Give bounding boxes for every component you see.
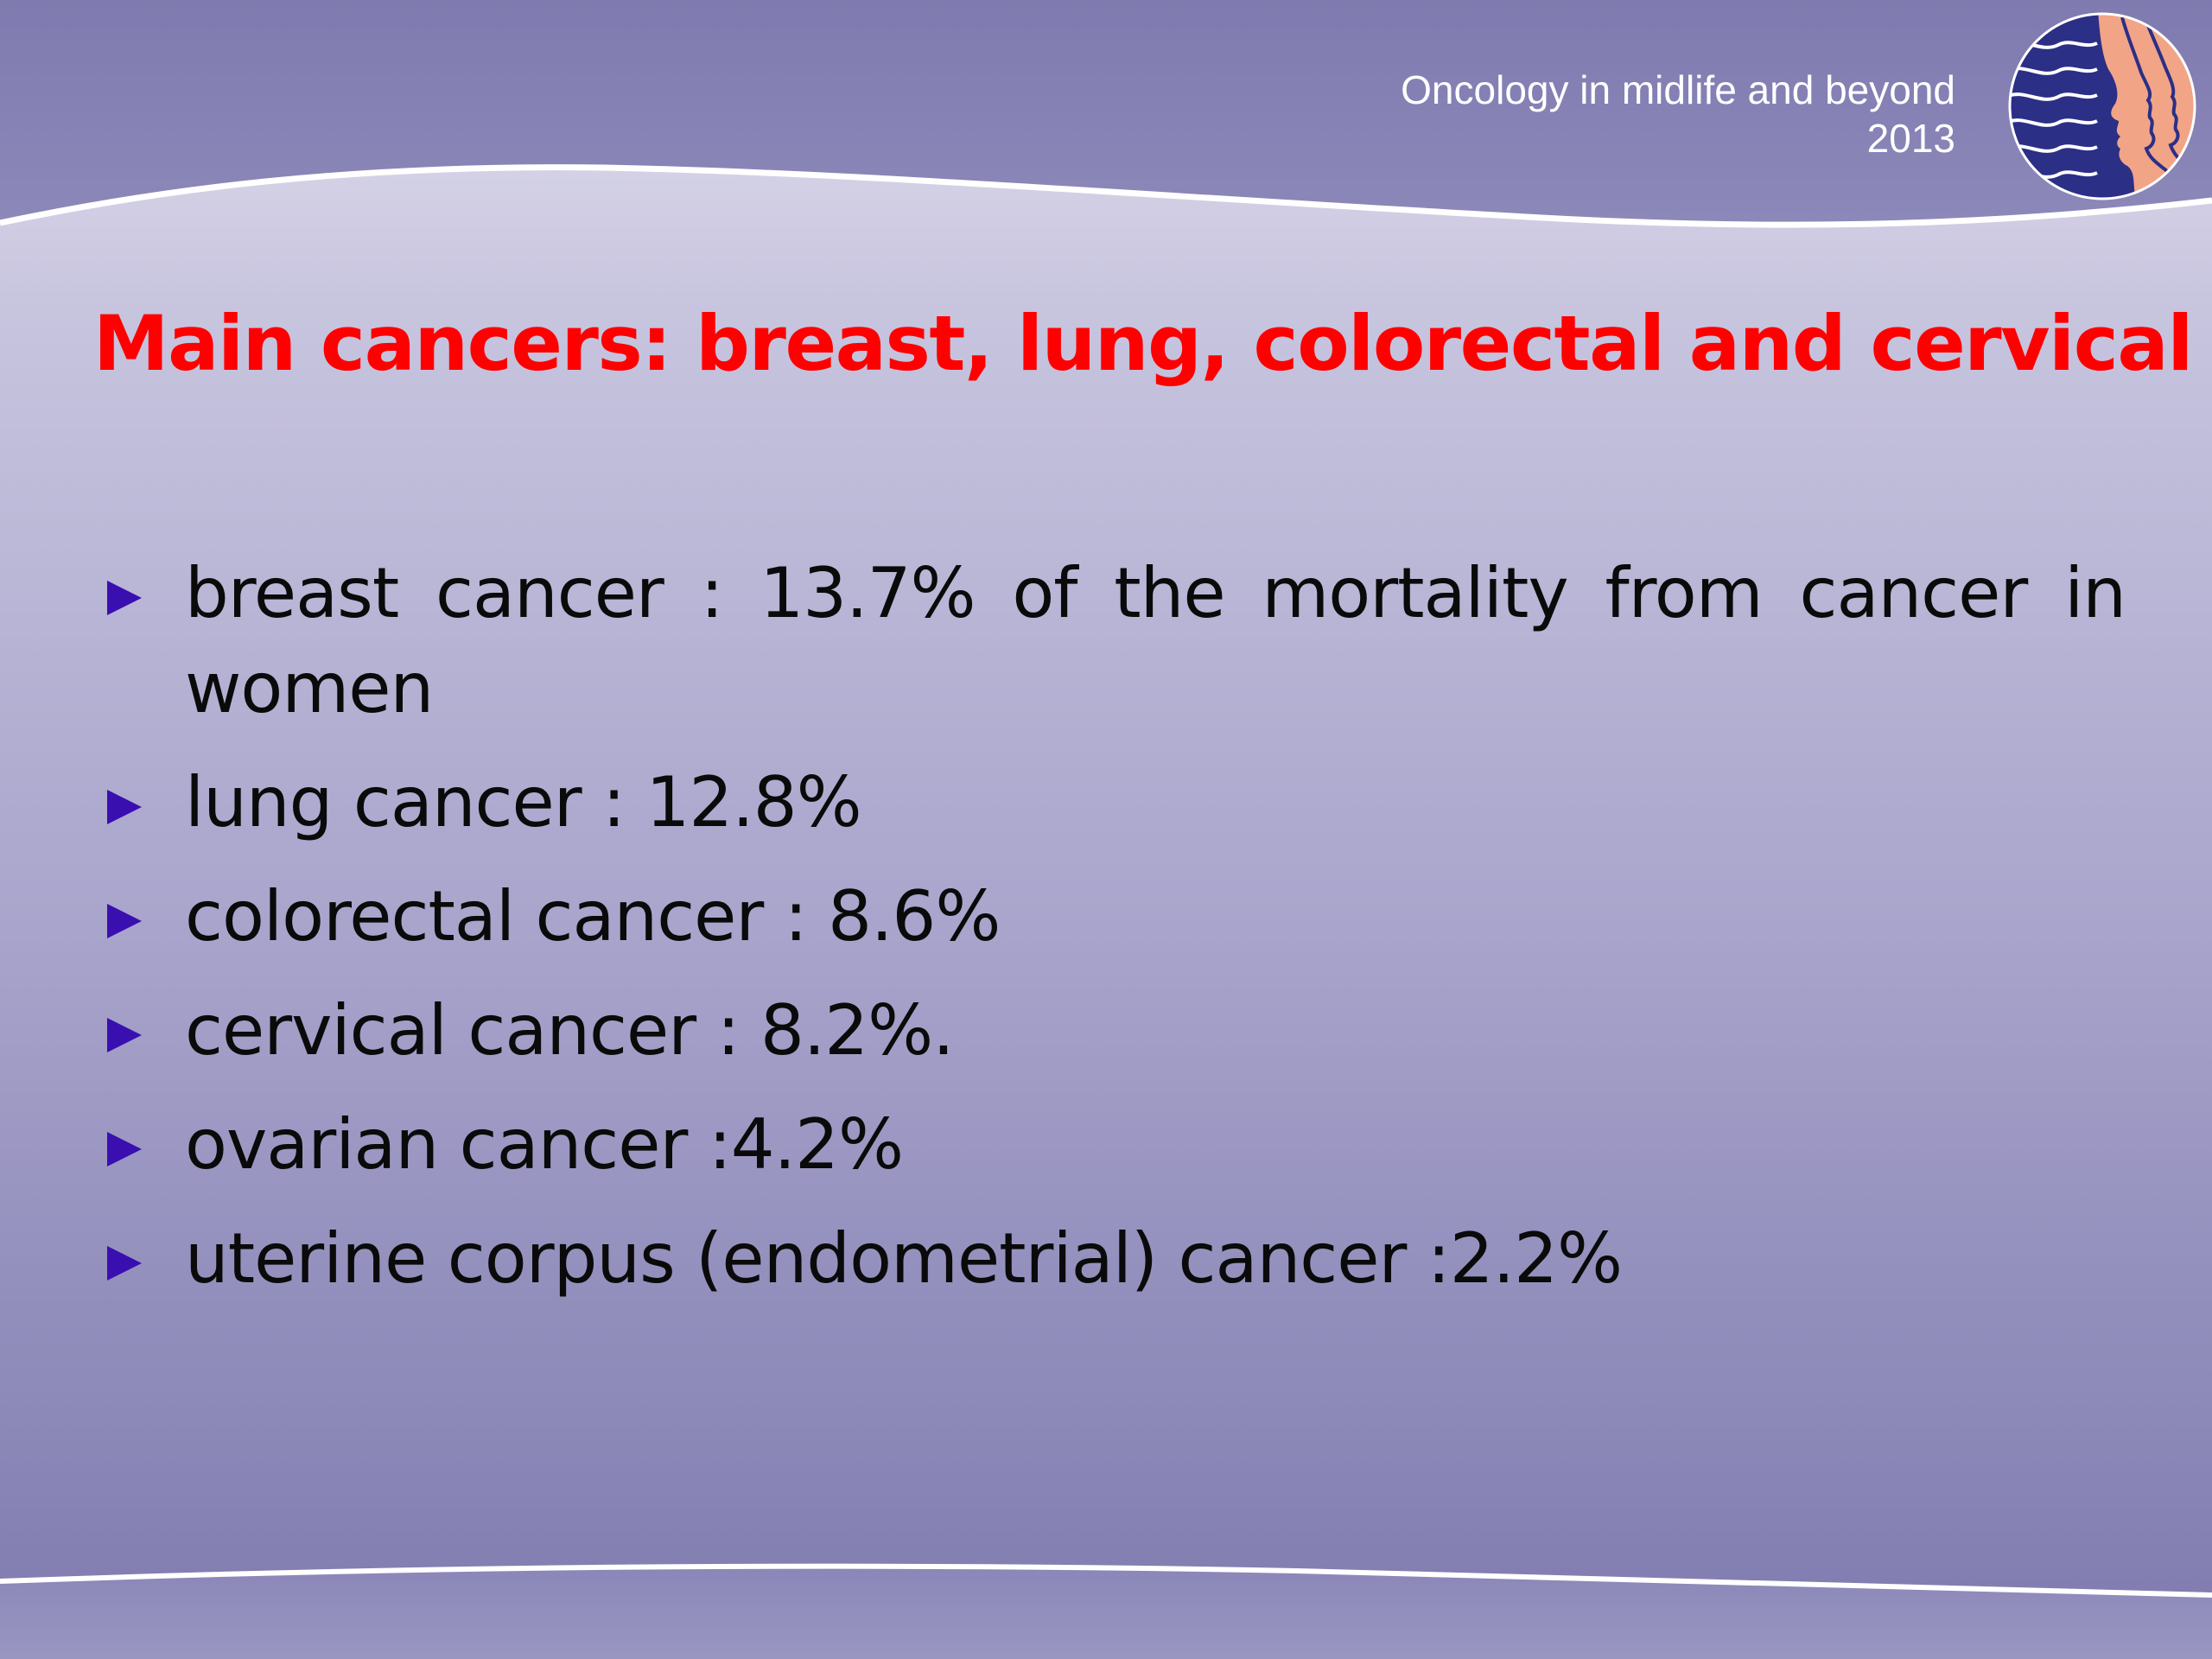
bullet-item-lung: lung cancer : 12.8% <box>104 755 2126 850</box>
bullet-item-breast: breast cancer : 13.7% of the mortality f… <box>104 546 2126 736</box>
header-line-1: Oncology in midlife and beyond <box>1401 67 1955 112</box>
triangle-bullet-icon <box>107 790 142 824</box>
triangle-bullet-icon <box>107 904 142 938</box>
bullet-item-colorectal: colorectal cancer : 8.6% <box>104 869 2126 964</box>
bullet-text: lung cancer : 12.8% <box>185 762 862 842</box>
bullet-text: ovarian cancer :4.2% <box>185 1104 904 1185</box>
profile-faces-logo-icon <box>2008 12 2196 200</box>
header-text: Oncology in midlife and beyond 2013 <box>1401 66 1955 162</box>
bullet-text: colorectal cancer : 8.6% <box>185 876 1001 957</box>
triangle-bullet-icon <box>107 1246 142 1281</box>
triangle-bullet-icon <box>107 1132 142 1166</box>
bullet-text: uterine corpus (endometrial) cancer :2.2… <box>185 1218 1623 1299</box>
bullet-item-ovarian: ovarian cancer :4.2% <box>104 1097 2126 1192</box>
slide-title: Main cancers: breast, lung, colorectal a… <box>93 299 2193 388</box>
bullet-text: breast cancer : 13.7% of the mortality f… <box>185 553 2126 728</box>
header-line-2: 2013 <box>1866 116 1955 161</box>
triangle-bullet-icon <box>107 1018 142 1052</box>
triangle-bullet-icon <box>107 581 142 615</box>
bullet-list: breast cancer : 13.7% of the mortality f… <box>104 546 2126 1325</box>
bullet-item-uterine: uterine corpus (endometrial) cancer :2.2… <box>104 1211 2126 1306</box>
bullet-item-cervical: cervical cancer : 8.2%. <box>104 983 2126 1078</box>
bullet-text: cervical cancer : 8.2%. <box>185 990 955 1071</box>
